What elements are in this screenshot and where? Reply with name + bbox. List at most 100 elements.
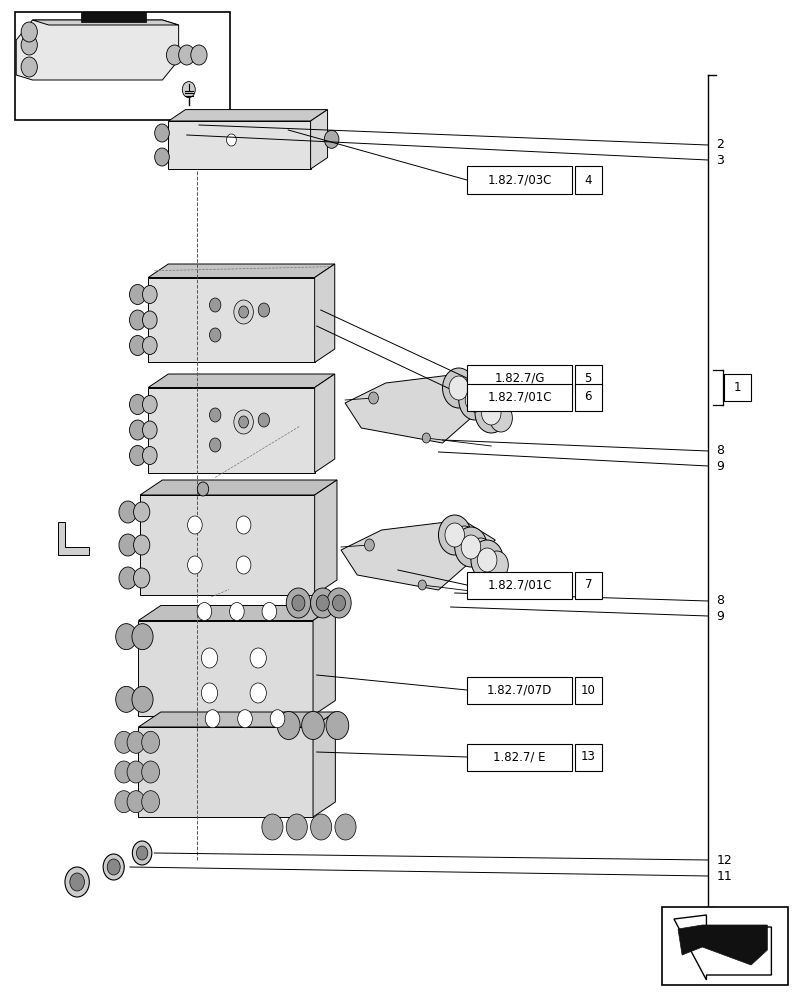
Circle shape xyxy=(129,335,146,355)
Bar xyxy=(466,383,572,410)
Circle shape xyxy=(118,567,137,589)
Circle shape xyxy=(230,602,244,620)
Circle shape xyxy=(325,712,348,740)
Circle shape xyxy=(133,568,150,588)
Circle shape xyxy=(21,35,37,55)
Text: 11: 11 xyxy=(715,869,731,882)
Bar xyxy=(574,572,601,598)
Circle shape xyxy=(315,595,329,611)
Circle shape xyxy=(201,683,217,703)
Circle shape xyxy=(201,648,217,668)
Circle shape xyxy=(418,580,426,590)
Circle shape xyxy=(333,595,345,611)
Circle shape xyxy=(209,298,221,312)
Polygon shape xyxy=(148,388,314,473)
Polygon shape xyxy=(314,264,334,362)
Circle shape xyxy=(132,841,152,865)
Circle shape xyxy=(301,712,324,740)
Polygon shape xyxy=(32,20,178,25)
Circle shape xyxy=(226,134,236,146)
Circle shape xyxy=(469,538,491,566)
Circle shape xyxy=(197,482,208,496)
Circle shape xyxy=(182,82,195,98)
Circle shape xyxy=(136,846,148,860)
Circle shape xyxy=(458,380,491,420)
Polygon shape xyxy=(148,277,314,362)
Circle shape xyxy=(191,45,207,65)
Circle shape xyxy=(261,814,282,840)
Bar xyxy=(661,907,787,985)
Bar xyxy=(574,744,601,770)
Circle shape xyxy=(187,516,202,534)
Polygon shape xyxy=(140,495,314,595)
Circle shape xyxy=(238,710,252,728)
Circle shape xyxy=(292,595,304,611)
Circle shape xyxy=(470,540,503,580)
Text: 1.82.7/01C: 1.82.7/01C xyxy=(487,578,551,591)
Circle shape xyxy=(277,712,300,740)
Circle shape xyxy=(485,551,508,579)
Circle shape xyxy=(187,556,202,574)
Text: 1.82.7/G: 1.82.7/G xyxy=(494,371,544,384)
Circle shape xyxy=(285,814,307,840)
Text: 1.82.7/07D: 1.82.7/07D xyxy=(487,684,551,696)
Circle shape xyxy=(197,602,212,620)
Circle shape xyxy=(133,535,150,555)
Circle shape xyxy=(143,421,157,439)
Circle shape xyxy=(129,284,146,304)
Text: 1: 1 xyxy=(733,381,740,394)
Circle shape xyxy=(258,413,269,427)
Polygon shape xyxy=(312,605,335,715)
Bar xyxy=(574,166,601,194)
Circle shape xyxy=(116,686,137,712)
Polygon shape xyxy=(148,374,334,388)
Circle shape xyxy=(368,392,378,404)
Text: 5: 5 xyxy=(584,371,591,384)
Circle shape xyxy=(142,761,160,783)
Circle shape xyxy=(334,814,355,840)
Bar xyxy=(466,676,572,704)
Bar xyxy=(466,166,572,194)
Circle shape xyxy=(209,408,221,422)
Circle shape xyxy=(250,683,266,703)
Circle shape xyxy=(129,395,146,415)
Polygon shape xyxy=(341,520,495,590)
Circle shape xyxy=(127,791,145,813)
Circle shape xyxy=(154,148,169,166)
Bar xyxy=(574,383,601,410)
Circle shape xyxy=(238,306,248,318)
Text: 10: 10 xyxy=(580,684,595,696)
Text: 1.82.7/03C: 1.82.7/03C xyxy=(487,174,551,186)
Circle shape xyxy=(481,401,500,425)
Text: 1.82.7/01C: 1.82.7/01C xyxy=(487,390,551,403)
Circle shape xyxy=(448,376,468,400)
Circle shape xyxy=(116,624,137,650)
Circle shape xyxy=(250,648,266,668)
Circle shape xyxy=(262,602,277,620)
Circle shape xyxy=(422,433,430,443)
Text: 9: 9 xyxy=(715,460,723,473)
Circle shape xyxy=(129,446,146,466)
Circle shape xyxy=(234,410,253,434)
Circle shape xyxy=(477,548,496,572)
Polygon shape xyxy=(314,480,337,595)
Circle shape xyxy=(236,516,251,534)
Circle shape xyxy=(127,761,145,783)
Circle shape xyxy=(127,731,145,753)
Circle shape xyxy=(143,336,157,354)
Polygon shape xyxy=(169,121,310,169)
Text: 1.82.7/ E: 1.82.7/ E xyxy=(493,750,545,764)
Text: 12: 12 xyxy=(715,854,731,866)
Circle shape xyxy=(238,416,248,428)
Circle shape xyxy=(474,393,507,433)
Polygon shape xyxy=(310,110,327,169)
Circle shape xyxy=(21,57,37,77)
Circle shape xyxy=(326,588,350,618)
Circle shape xyxy=(310,814,331,840)
Polygon shape xyxy=(677,925,766,965)
Circle shape xyxy=(209,438,221,452)
Circle shape xyxy=(115,731,133,753)
Circle shape xyxy=(324,130,338,148)
Polygon shape xyxy=(58,522,89,555)
Polygon shape xyxy=(140,480,337,495)
